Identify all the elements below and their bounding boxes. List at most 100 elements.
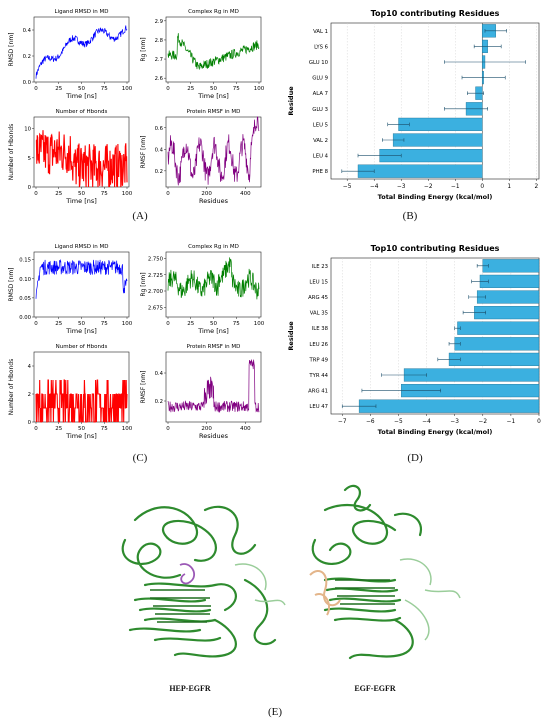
- y-tick-label: 4: [28, 364, 32, 370]
- md-trace: [167, 116, 260, 186]
- energy-bar: [357, 164, 483, 178]
- chart-title: Top10 contributing Residues: [371, 244, 500, 253]
- md-trace: [167, 358, 260, 414]
- energy-bar-chart-d: Top10 contributing Residues −7 −6 −5 −4 −3 −2 −…: [287, 244, 541, 436]
- md-plot-a4: Protein RMSF in MD 0 200 400 0.2 0.4 0.6 Residu…: [140, 109, 262, 205]
- md-plot-c3: Number of Hbonds 0 25 50 75 100 0 2 4 Time [ns] Nu…: [8, 344, 133, 440]
- residue-label: ARG 45: [308, 295, 328, 301]
- y-tick-label: 0.4: [23, 28, 32, 34]
- x-tick-label: 1: [507, 184, 511, 190]
- x-tick-label: 0: [480, 184, 484, 190]
- x-tick-label: 100: [122, 86, 133, 92]
- energy-bar: [448, 352, 540, 366]
- structure-egf-egfr: [309, 484, 461, 660]
- x-tick-label: 50: [210, 86, 217, 92]
- x-tick-label: 100: [254, 321, 265, 327]
- y-tick-label: 0.00: [19, 315, 31, 321]
- x-tick-label: 0: [537, 419, 541, 425]
- x-tick-label: 100: [122, 321, 133, 327]
- energy-bar: [454, 337, 540, 351]
- y-tick-label: 2.6: [155, 76, 164, 82]
- x-tick-label: 50: [210, 321, 217, 327]
- md-plot-c1: Ligand RMSD in MD 0 25 50 75 100 0.00 0.05 0.10 0…: [8, 244, 133, 335]
- x-tick-label: 75: [233, 86, 240, 92]
- panel-c: Ligand RMSD in MD 0 25 50 75 100 0.00 0.05 0.10 0…: [0, 240, 275, 440]
- y-tick-label: 0.2: [23, 54, 31, 60]
- residue-label: PHE 8: [312, 169, 328, 175]
- residue-label: LYS 6: [314, 44, 329, 50]
- x-tick-label: 25: [187, 86, 194, 92]
- y-tick-label: 0.10: [19, 277, 31, 283]
- y-tick-label: 2.725: [148, 273, 163, 279]
- residue-label: GLU 10: [309, 60, 329, 66]
- x-axis-label: Total Binding Energy (kcal/mol): [378, 193, 493, 201]
- x-tick-label: 25: [55, 426, 62, 432]
- panel-label-e: (E): [267, 706, 283, 718]
- x-tick-label: 0: [34, 86, 38, 92]
- md-trace: [35, 130, 128, 188]
- x-axis-label: Time [ns]: [65, 197, 97, 205]
- y-axis-label: RMSD [nm]: [8, 32, 15, 66]
- y-axis-label: Rg [nm]: [140, 272, 147, 296]
- structure-label-hep-egfr: HEP-EGFR: [169, 684, 211, 693]
- x-tick-label: 25: [187, 321, 194, 327]
- y-tick-label: 10: [24, 127, 31, 133]
- x-tick-label: −5: [394, 419, 403, 425]
- y-axis-label: RMSF [nm]: [140, 371, 147, 404]
- y-tick-label: 2.9: [155, 19, 163, 25]
- y-axis-label: RMSF [nm]: [140, 136, 147, 169]
- y-tick-label: 2.7: [155, 57, 163, 63]
- structure-label-egf-egfr: EGF-EGFR: [354, 684, 396, 693]
- x-tick-label: 0: [166, 191, 170, 197]
- x-tick-label: −3: [397, 184, 406, 190]
- x-axis-label: Time [ns]: [197, 92, 229, 100]
- y-tick-label: 0.4: [155, 147, 164, 153]
- md-trace: [167, 257, 260, 300]
- y-tick-label: 5: [28, 156, 31, 162]
- x-tick-label: 0: [166, 426, 170, 432]
- x-axis-label: Time [ns]: [65, 327, 97, 335]
- x-tick-label: −2: [424, 184, 433, 190]
- residue-label: LEU 47: [309, 404, 328, 410]
- panel-label-c: (C): [132, 452, 148, 464]
- x-axis-label: Residues: [199, 432, 229, 440]
- residue-label: VAL 1: [313, 29, 328, 35]
- x-tick-label: 400: [240, 191, 251, 197]
- x-tick-label: 100: [122, 426, 133, 432]
- energy-bar: [358, 399, 540, 413]
- y-axis-label: RMSD [nm]: [8, 267, 15, 301]
- x-tick-label: 0: [34, 426, 38, 432]
- residue-label: TYR 44: [308, 373, 328, 379]
- y-tick-label: 0.0: [23, 80, 32, 86]
- residue-label: GLU 3: [312, 107, 328, 113]
- x-tick-label: −7: [338, 419, 347, 425]
- y-axis-label: Residue: [287, 321, 295, 351]
- y-axis-label: Residue: [287, 86, 295, 116]
- x-tick-label: 100: [254, 86, 265, 92]
- x-axis-label: Total Binding Energy (kcal/mol): [378, 428, 493, 436]
- y-tick-label: 0.6: [155, 126, 164, 132]
- plot-title: Ligand RMSD in MD: [55, 9, 109, 15]
- x-tick-label: 0: [34, 191, 38, 197]
- md-trace: [167, 33, 260, 70]
- structure-hep-egfr: [121, 505, 286, 658]
- x-tick-label: −4: [370, 184, 379, 190]
- x-tick-label: −2: [479, 419, 488, 425]
- residue-label: LEU 26: [309, 342, 328, 348]
- x-tick-label: 400: [240, 426, 251, 432]
- panel-label-b: (B): [402, 210, 418, 222]
- x-tick-label: −1: [507, 419, 516, 425]
- chart-title: Top10 contributing Residues: [371, 9, 500, 18]
- residue-label: ILE 38: [312, 326, 329, 332]
- plot-frame: [33, 16, 130, 83]
- y-tick-label: 0.15: [19, 258, 31, 264]
- energy-bar: [398, 117, 483, 131]
- y-tick-label: 2.675: [148, 305, 163, 311]
- y-tick-label: 0.05: [19, 296, 31, 302]
- residue-label: TRP 49: [308, 357, 328, 363]
- plot-title: Number of Hbonds: [56, 344, 108, 350]
- plot-title: Complex Rg in MD: [188, 244, 239, 250]
- x-axis-label: Time [ns]: [65, 432, 97, 440]
- energy-bar: [457, 321, 540, 335]
- residue-label: ARG 41: [308, 389, 328, 395]
